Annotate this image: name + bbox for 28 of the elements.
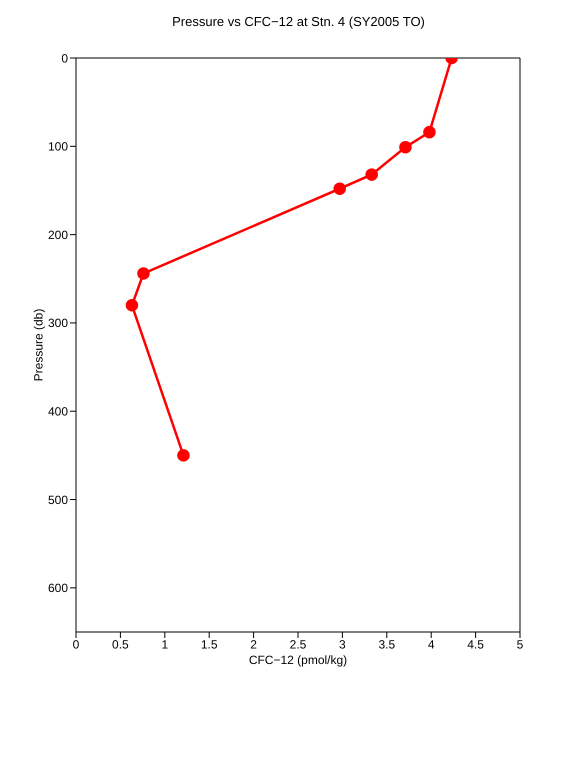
- y-tick-label: 0: [61, 51, 68, 66]
- x-tick-label: 0.5: [112, 638, 130, 652]
- point: [137, 267, 150, 280]
- x-tick-label: 5: [516, 638, 524, 652]
- y-tick-label: 400: [48, 404, 68, 418]
- x-tick-label: 3: [339, 638, 346, 652]
- y-tick-label: 300: [48, 316, 68, 330]
- x-tick-label: 4.5: [467, 638, 484, 652]
- y-tick-label: 100: [48, 140, 68, 154]
- x-tick-label: 2.5: [290, 638, 307, 652]
- point: [365, 168, 378, 181]
- y-tick-label: 600: [48, 581, 68, 596]
- point: [177, 449, 190, 462]
- y-tick-label: 500: [48, 492, 68, 507]
- x-tick-label: 4: [428, 638, 435, 652]
- x-tick-label: 2: [250, 638, 258, 652]
- point: [423, 126, 436, 138]
- x-axis-title: CFC−12 (pmol/kg): [248, 653, 348, 667]
- x-tick-label: 3.5: [378, 638, 396, 652]
- y-tick-label: 200: [48, 228, 68, 242]
- x-tick-label: 1: [161, 638, 168, 652]
- x-tick-label: 1.5: [200, 638, 218, 652]
- y-axis-title: Pressure (db): [31, 308, 46, 382]
- x-tick-label: 0: [72, 638, 80, 652]
- point: [399, 140, 412, 154]
- point: [126, 299, 138, 312]
- point: [333, 182, 346, 195]
- chart-title: Pressure vs CFC−12 at Stn. 4 (SY2005 TO): [171, 14, 426, 29]
